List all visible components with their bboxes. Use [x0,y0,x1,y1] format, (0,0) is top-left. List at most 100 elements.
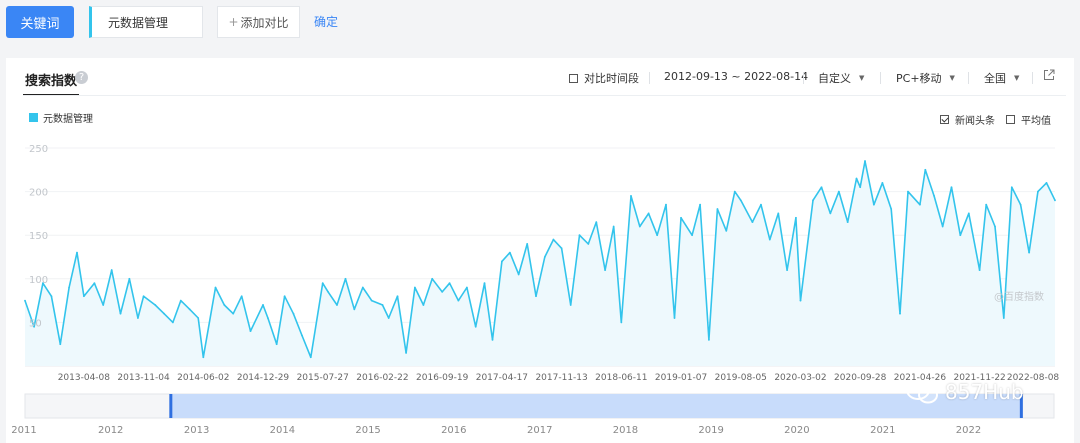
date-range-picker[interactable]: 2012-09-13 ~ 2022-08-14 [664,70,808,83]
data-point [881,181,884,184]
data-point [795,216,797,219]
data-point [405,352,407,354]
data-point [859,186,862,189]
y-tick-label: 150 [29,231,48,242]
chart-legend: 元数据管理 [29,110,93,125]
data-point [680,216,682,219]
data-point [327,290,330,293]
data-point [457,299,460,302]
data-point [733,190,736,193]
navigator-year-label: 2020 [784,425,809,436]
navigator-handle-left[interactable] [169,394,173,418]
data-point [309,356,312,359]
device-select[interactable]: PC+移动 ▼ [896,70,955,86]
data-point [855,177,858,180]
x-tick-label: 2021-11-22 [953,373,1005,383]
average-label: 平均值 [1021,116,1051,127]
external-link-icon[interactable] [1043,69,1055,81]
data-point [1019,203,1022,206]
data-point [899,312,901,315]
data-point [552,238,555,241]
data-point [266,317,269,319]
y-tick-label: 100 [29,275,48,286]
x-tick-label: 2016-02-22 [356,373,408,383]
data-point [223,304,226,306]
navigator-year-label: 2015 [355,425,380,436]
compare-period-checkbox[interactable]: 对比时间段 [569,70,639,86]
data-point [321,282,324,285]
data-point [1037,190,1039,193]
navigator-year-label: 2012 [98,425,123,436]
data-point [188,308,191,311]
series-area [25,161,1055,366]
data-point [483,282,486,285]
data-point [846,221,849,224]
data-point [691,234,694,237]
data-point [50,295,53,298]
navigator-year-label: 2021 [870,425,895,436]
checkbox-checked-icon [940,115,949,124]
x-tick-label: 2017-04-17 [476,373,528,383]
add-compare-button[interactable]: + 添加对比 [217,6,300,38]
data-point [907,190,909,193]
data-point [578,234,581,237]
question-circle-icon[interactable]: ? [75,71,88,84]
x-tick-label: 2018-06-11 [595,373,647,383]
data-point [508,251,511,254]
data-point [24,299,26,302]
data-point [656,234,659,237]
data-point [777,212,780,215]
data-point [1054,199,1056,202]
y-tick-label: 50 [29,318,42,329]
data-point [872,203,875,206]
data-point [716,208,719,210]
data-point [708,338,710,341]
data-point [466,286,468,289]
data-point [1002,317,1005,319]
news-headline-checkbox[interactable]: 新闻头条 [940,112,995,127]
data-point [142,295,145,298]
x-tick-label: 2014-12-29 [237,373,290,383]
data-point [924,168,927,171]
data-point [526,243,529,245]
data-point [214,286,217,289]
custom-range-select[interactable]: 自定义 ▼ [818,70,864,86]
data-point [336,304,338,306]
legend-label: 元数据管理 [43,114,93,125]
date-range-label: 2012-09-13 ~ 2022-08-14 [664,70,809,83]
x-tick-label: 2014-06-02 [177,373,229,383]
data-point [967,212,970,215]
confirm-link[interactable]: 确定 [314,15,339,29]
data-point [202,356,205,359]
data-point [68,286,70,289]
data-point [612,225,615,228]
data-point [768,238,771,241]
data-point [673,317,676,319]
wechat-icon [906,380,938,404]
data-point [370,299,373,302]
tab-search-index[interactable]: 搜索指数 [25,74,78,89]
navigator-selection[interactable] [170,394,1022,418]
search-index-panel: 搜索指数 ? 对比时间段 2012-09-13 ~ 2022-08-14 自定义… [6,58,1074,443]
average-checkbox[interactable]: 平均值 [1006,112,1051,127]
data-point [933,195,936,197]
keyword-button[interactable]: 关键词 [6,6,74,38]
region-select[interactable]: 全国 ▼ [984,70,1019,86]
data-point [864,160,866,162]
navigator-year-label: 2016 [441,425,466,436]
keyword-input[interactable]: 元数据管理 [89,6,203,38]
caret-down-icon: ▼ [1014,74,1020,82]
data-point [837,190,840,193]
custom-range-label: 自定义 [818,72,851,85]
data-point [154,304,157,306]
data-point [33,325,35,328]
data-point [630,195,632,197]
x-tick-label: 2020-09-28 [834,373,887,383]
x-tick-label: 2016-09-19 [416,373,469,383]
data-point [820,186,823,189]
data-point [1028,251,1031,254]
data-point [786,269,789,271]
divider [1032,72,1033,84]
navigator-handle-right[interactable] [1019,394,1023,418]
data-point [812,199,814,202]
